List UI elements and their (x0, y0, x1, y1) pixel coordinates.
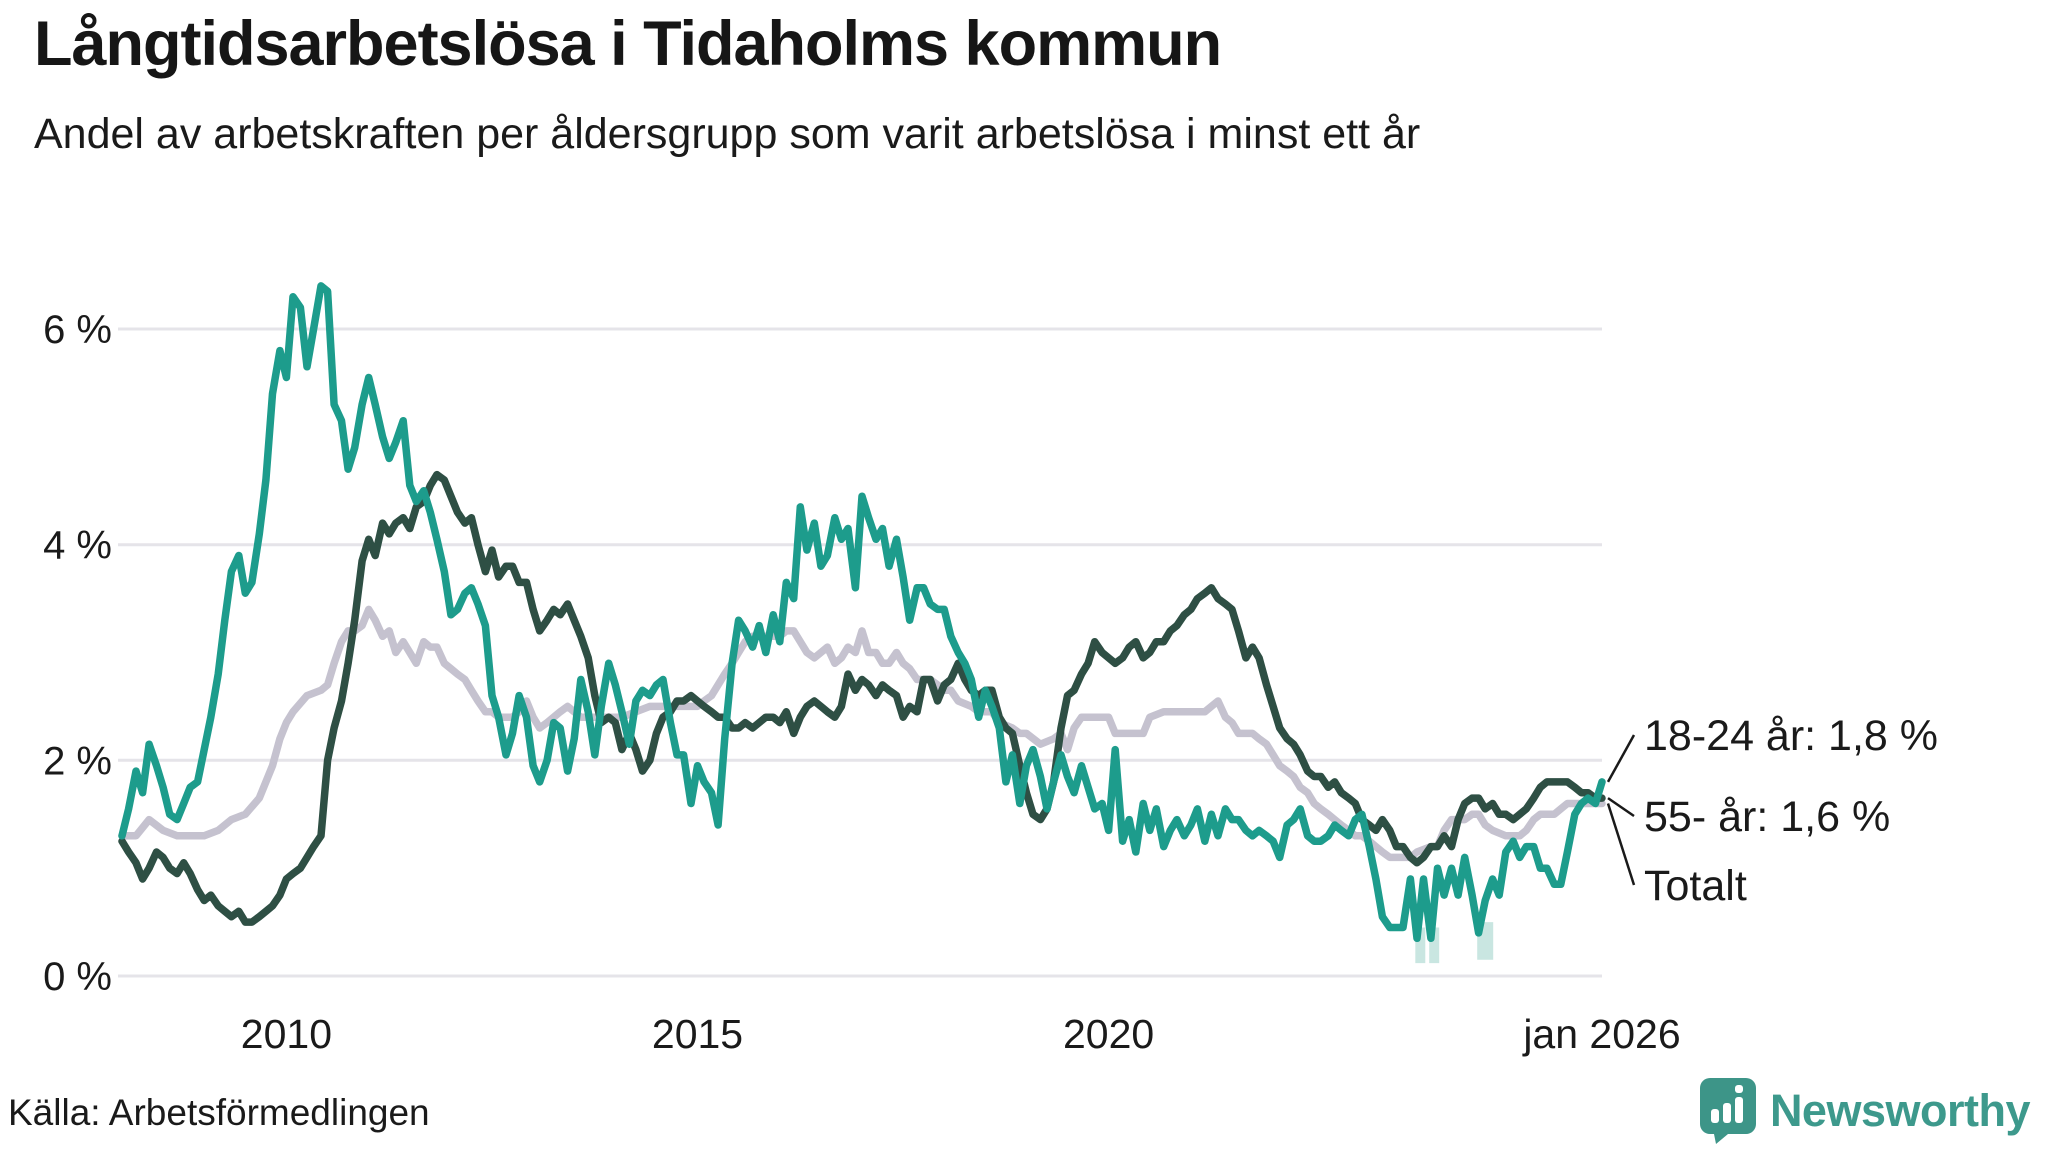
y-tick-label: 6 % (43, 308, 112, 352)
annotation-leader (1606, 803, 1636, 886)
newsworthy-icon (1699, 1078, 1756, 1144)
page-title: Långtidsarbetslösa i Tidaholms kommun (34, 9, 1222, 79)
x-tick-label: 2015 (652, 1011, 743, 1057)
newsworthy-icon-bar2 (1722, 1103, 1731, 1123)
source-note: Källa: Arbetsförmedlingen (8, 1092, 430, 1133)
series-totalt (118, 605, 1606, 862)
newsworthy-icon-bar1 (1710, 1109, 1719, 1123)
annotation-label: Totalt (1644, 862, 1747, 910)
series-18-24 (118, 282, 1606, 943)
annotation-leader (1606, 734, 1636, 783)
newsworthy-icon-bar3 (1734, 1097, 1743, 1123)
y-tick-label: 0 % (43, 955, 112, 999)
brand-name: Newsworthy (1769, 1085, 2031, 1136)
x-tick-label: 2010 (241, 1011, 332, 1057)
brand-logo: Newsworthy (1699, 1078, 2031, 1144)
x-tick-label: jan 2026 (1522, 1011, 1680, 1057)
x-tick-label: 2020 (1063, 1011, 1154, 1057)
annotation-label: 18-24 år: 1,8 % (1644, 712, 1938, 760)
y-tick-label: 4 % (43, 524, 112, 568)
annotation-label: 55- år: 1,6 % (1644, 793, 1890, 841)
page-subtitle: Andel av arbetskraften per åldersgrupp s… (34, 110, 1421, 158)
y-tick-label: 2 % (43, 739, 112, 783)
series-55plus (118, 470, 1606, 926)
plot-area: 0 % 2 % 4 % 6 % 2010 2015 2020 jan 2026 18-24 år… (43, 282, 1938, 1057)
annotation-leader (1607, 797, 1635, 818)
newsworthy-icon-dot (1734, 1085, 1743, 1093)
